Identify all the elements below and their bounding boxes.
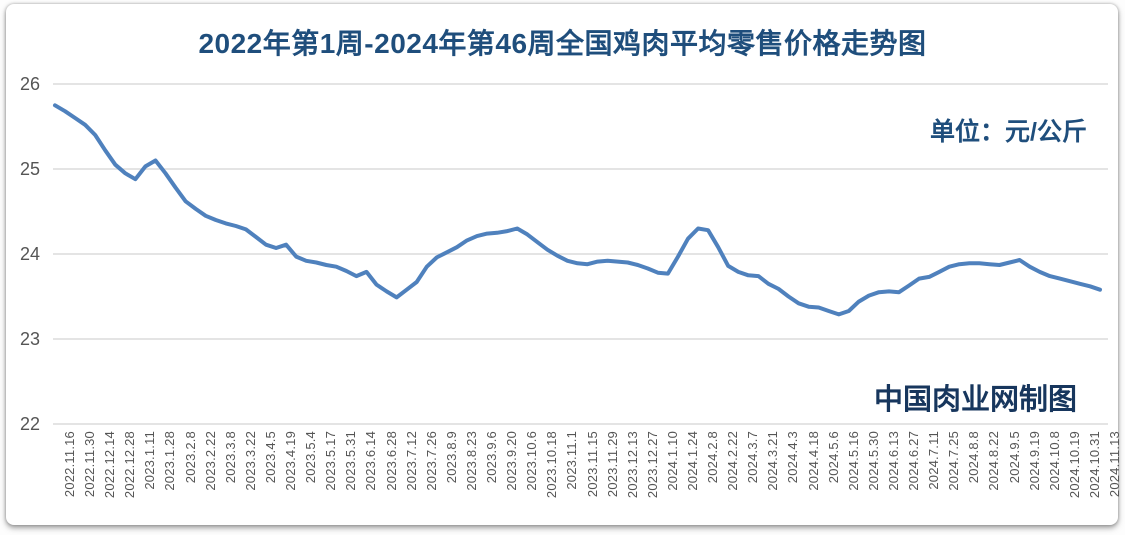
chart-title: 2022年第1周-2024年第46周全国鸡肉平均零售价格走势图 [198, 28, 927, 59]
x-tick-label: 2024.10.31 [1086, 431, 1102, 499]
x-tick-label: 2024.8.22 [986, 431, 1002, 491]
x-tick-label: 2024.6.13 [885, 431, 901, 491]
x-tick-label: 2024.6.27 [906, 431, 922, 491]
x-tick-label: 2024.3.21 [765, 431, 781, 491]
x-tick-label: 2024.5.16 [845, 431, 861, 491]
x-tick-label: 2024.2.8 [705, 431, 721, 484]
x-tick-label: 2024.8.8 [966, 431, 982, 484]
x-tick-label: 2022.11.16 [62, 431, 77, 498]
x-tick-label: 2023.8.9 [443, 431, 459, 484]
y-tick-label: 26 [19, 74, 40, 94]
x-tick-label: 2023.5.4 [303, 431, 319, 484]
x-tick-label: 2023.2.8 [182, 431, 198, 484]
x-tick-label: 2023.7.12 [403, 431, 419, 491]
x-tick-label: 2023.12.13 [624, 431, 640, 499]
x-tick-label: 2023.12.27 [644, 431, 660, 499]
x-tick-label: 2023.8.23 [463, 431, 479, 491]
x-tick-label: 2023.4.5 [262, 431, 278, 484]
x-tick-label: 2023.11.15 [584, 431, 600, 498]
watermark-label: 中国肉业网制图 [873, 384, 1077, 416]
x-tick-label: 2023.1.28 [162, 431, 178, 491]
y-tick-label: 25 [19, 159, 40, 179]
x-tick-label: 2023.6.28 [383, 431, 399, 491]
x-tick-label: 2023.7.26 [423, 431, 439, 491]
x-tick-label: 2023.9.20 [504, 431, 520, 491]
x-tick-label: 2024.11.13 [1107, 431, 1122, 498]
x-tick-label: 2022.11.30 [82, 431, 98, 498]
y-tick-label: 24 [19, 244, 40, 264]
x-tick-label: 2024.7.25 [946, 431, 962, 491]
x-tick-label: 2024.9.19 [1026, 431, 1042, 491]
x-tick-label: 2022.12.28 [122, 431, 138, 499]
x-tick-label: 2023.9.6 [484, 431, 500, 484]
x-tick-label: 2023.11.1 [564, 431, 580, 490]
x-tick-label: 2023.3.22 [242, 431, 258, 491]
x-tick-label: 2024.10.8 [1046, 431, 1062, 491]
x-tick-label: 2022.12.14 [102, 431, 118, 499]
x-tick-label: 2024.4.3 [785, 431, 801, 484]
price-line [53, 103, 1102, 317]
x-tick-label: 2024.9.5 [1006, 431, 1022, 484]
y-tick-label: 22 [19, 414, 40, 434]
x-tick-label: 2024.5.6 [825, 431, 841, 484]
x-tick-label: 2024.2.22 [725, 431, 741, 491]
x-tick-label: 2024.4.18 [805, 431, 821, 491]
x-tick-label: 2023.5.31 [343, 431, 359, 491]
x-tick-label: 2024.3.7 [745, 431, 761, 484]
x-tick-label: 2024.5.30 [865, 431, 881, 491]
x-tick-label: 2024.1.24 [684, 431, 700, 491]
unit-label: 单位：元/公斤 [930, 118, 1087, 146]
x-tick-label: 2023.3.8 [222, 431, 238, 484]
x-tick-label: 2023.11.29 [604, 431, 620, 498]
y-tick-label: 23 [19, 329, 40, 349]
x-tick-label: 2023.4.19 [283, 431, 299, 491]
x-tick-label: 2024.10.19 [1066, 431, 1082, 499]
x-tick-label: 2023.5.17 [323, 431, 339, 491]
x-tick-label: 2023.1.11 [142, 431, 158, 490]
x-tick-label: 2024.1.10 [664, 431, 680, 491]
x-tick-label: 2023.2.22 [202, 431, 218, 491]
x-tick-label: 2024.7.11 [926, 431, 942, 490]
x-tick-label: 2023.10.6 [524, 431, 540, 491]
chart-card [6, 4, 1118, 525]
x-tick-label: 2023.6.14 [363, 431, 379, 491]
x-tick-label: 2023.10.18 [544, 431, 560, 499]
